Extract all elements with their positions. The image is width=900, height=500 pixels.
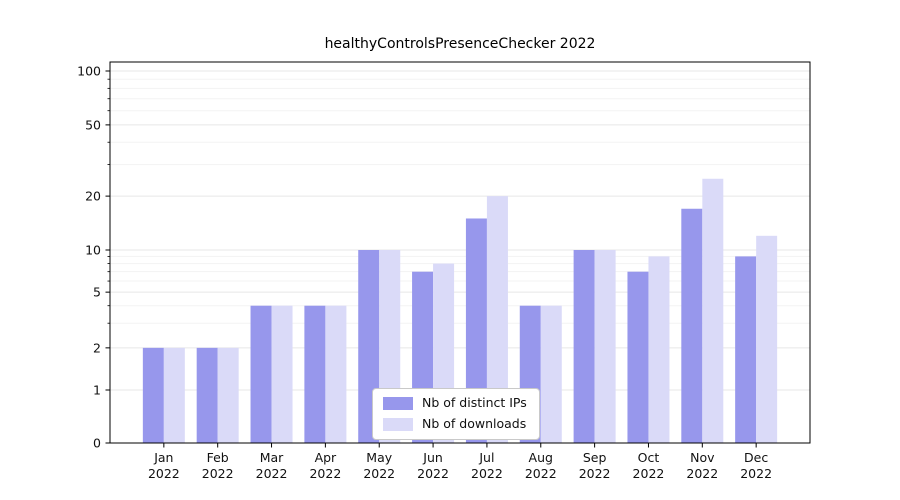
legend: Nb of distinct IPs Nb of downloads — [372, 388, 540, 440]
y-tick-label: 20 — [85, 189, 101, 204]
x-tick-label: Aug 2022 — [525, 450, 557, 481]
y-tick-label: 2 — [93, 340, 101, 355]
x-tick-label: Jun 2022 — [417, 450, 449, 481]
legend-item-distinct-ips: Nb of distinct IPs — [383, 397, 527, 410]
x-tick-label: Jul 2022 — [471, 450, 503, 481]
bar-distinct-ips-mar — [250, 305, 272, 443]
chart-title: healthyControlsPresenceChecker 2022 — [324, 36, 596, 52]
y-tick-label: 100 — [77, 64, 101, 79]
y-tick-label: 5 — [93, 285, 101, 300]
bar-downloads-apr — [325, 305, 347, 443]
bar-distinct-ips-apr — [304, 305, 326, 443]
legend-swatch-distinct-ips — [383, 397, 413, 410]
y-tick-label: 50 — [85, 117, 101, 132]
bar-distinct-ips-oct — [627, 271, 649, 443]
x-tick-label: Jan 2022 — [148, 450, 180, 481]
bar-downloads-jul — [486, 196, 508, 443]
x-tick-label: Dec 2022 — [740, 450, 772, 481]
bar-downloads-mar — [271, 305, 293, 443]
y-tick-label: 0 — [93, 436, 101, 451]
x-tick-label: Nov 2022 — [686, 450, 718, 481]
bar-distinct-ips-nov — [681, 208, 703, 443]
x-tick-label: May 2022 — [363, 450, 395, 481]
legend-swatch-downloads — [383, 418, 413, 431]
legend-item-downloads: Nb of downloads — [383, 418, 527, 431]
bar-distinct-ips-jan — [142, 347, 164, 443]
x-tick-label: Apr 2022 — [309, 450, 341, 481]
x-tick-label: Oct 2022 — [633, 450, 665, 481]
plot-border — [109, 61, 811, 444]
legend-label-distinct-ips: Nb of distinct IPs — [422, 395, 527, 411]
bar-downloads-jan — [163, 347, 185, 443]
bar-downloads-nov — [702, 178, 724, 443]
bar-downloads-aug — [540, 305, 562, 443]
bar-downloads-dec — [756, 235, 778, 443]
legend-label-downloads: Nb of downloads — [422, 416, 527, 432]
bar-distinct-ips-sep — [573, 250, 595, 443]
bar-downloads-feb — [217, 347, 239, 443]
y-tick-label: 1 — [93, 383, 101, 398]
x-tick-label: Sep 2022 — [579, 450, 611, 481]
x-tick-label: Mar 2022 — [256, 450, 288, 481]
bar-distinct-ips-jul — [465, 218, 487, 443]
bar-distinct-ips-feb — [196, 347, 218, 443]
bar-downloads-oct — [648, 256, 670, 443]
y-tick-label: 10 — [85, 243, 101, 258]
bar-distinct-ips-dec — [735, 256, 757, 443]
x-tick-label: Feb 2022 — [202, 450, 234, 481]
bar-downloads-sep — [594, 250, 616, 443]
